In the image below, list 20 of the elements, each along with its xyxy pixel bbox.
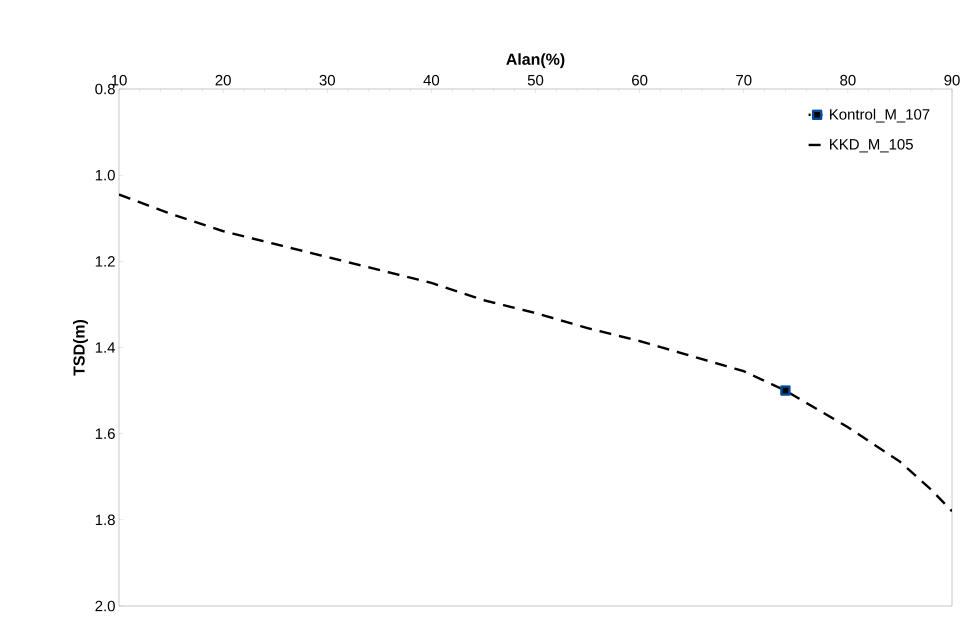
x-tick-label: 40: [423, 74, 440, 86]
y-tick-label: 0.8: [95, 84, 115, 94]
x-axis-title: Alan(%): [506, 53, 564, 68]
x-tick-label: 50: [528, 74, 544, 86]
legend-label: KKD_M_105: [830, 139, 913, 152]
x-tick-label: 30: [320, 74, 335, 86]
y-tick-label: 1.4: [96, 342, 116, 353]
x-tick-label: 10: [112, 74, 127, 86]
legend-label: Kontrol_M_107: [830, 108, 930, 122]
y-tick-label: 1.6: [96, 428, 115, 439]
y-tick-label: 2.0: [95, 600, 115, 612]
y-tick-label: 1.0: [96, 170, 115, 180]
y-tick-label: 1.2: [96, 256, 115, 267]
y-axis-title: TSD(m): [73, 320, 88, 376]
x-tick-label: 20: [216, 74, 231, 86]
x-tick-label: 60: [632, 74, 648, 86]
x-tick-label: 70: [736, 74, 752, 86]
y-tick-label: 1.8: [96, 514, 115, 526]
x-tick-label: 90: [944, 74, 960, 86]
x-tick-label: 80: [840, 74, 856, 86]
